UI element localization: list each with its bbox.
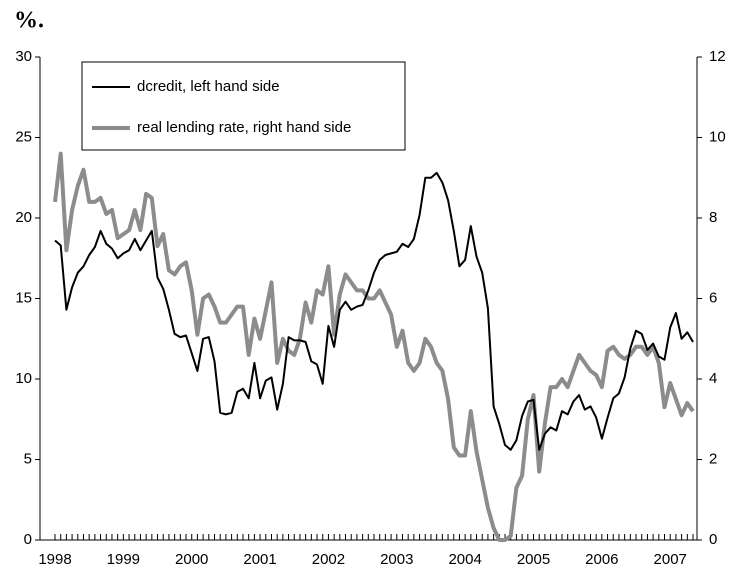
- series-line: [54, 171, 694, 451]
- y2-tick-label: 10: [709, 128, 726, 145]
- x-tick-label: 1999: [107, 551, 140, 568]
- y-tick-label: 5: [24, 450, 32, 467]
- x-tick-label: 2006: [585, 551, 618, 568]
- x-tick-label: 2007: [654, 551, 687, 568]
- legend-label: dcredit, left hand side: [137, 78, 280, 95]
- y2-tick-label: 4: [709, 370, 717, 387]
- x-tick-label: 2004: [448, 551, 481, 568]
- x-tick-label: 2002: [312, 551, 345, 568]
- y-tick-label: 25: [15, 128, 32, 145]
- y2-tick-label: 0: [709, 531, 717, 548]
- y2-tick-label: 6: [709, 289, 717, 306]
- legend-box: [81, 61, 406, 151]
- x-tick-label: 2000: [175, 551, 208, 568]
- legend-label: real lending rate, right hand side: [137, 119, 351, 136]
- series-line: [53, 151, 695, 542]
- x-tick-label: 2001: [243, 551, 276, 568]
- y2-tick-label: 2: [709, 450, 717, 467]
- x-tick-label: 2005: [517, 551, 550, 568]
- y-tick-label: 30: [15, 48, 32, 65]
- y-tick-label: 15: [15, 289, 32, 306]
- y-tick-label: 20: [15, 209, 32, 226]
- y-tick-label: 0: [24, 531, 32, 548]
- x-tick-label: 2003: [380, 551, 413, 568]
- y2-tick-label: 8: [709, 209, 717, 226]
- x-tick-label: 1998: [38, 551, 71, 568]
- chart-title: %.: [14, 8, 44, 34]
- y-tick-label: 10: [15, 370, 32, 387]
- y2-tick-label: 12: [709, 48, 726, 65]
